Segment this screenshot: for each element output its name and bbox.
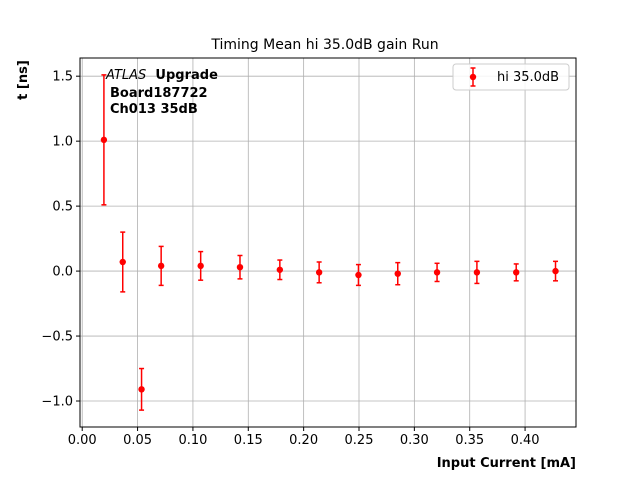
y-tick-label: −1.0 [41,395,73,410]
annotation-line-1: ATLAS Upgrade [105,68,218,83]
x-axis-label: Input Current [mA] [437,456,576,471]
data-point [315,269,323,276]
legend-box [452,63,570,91]
y-tick-label: 1.0 [52,135,73,150]
legend-marker [469,73,477,81]
x-axis-ticks: 0.00 0.05 0.10 0.15 0.20 0.25 0.30 0.35 0.40 [68,427,540,448]
data-point [138,386,145,393]
data-series [100,74,559,411]
x-tick-label: 0.35 [455,433,484,448]
chart-title: Timing Mean hi 35.0dB gain Run [210,37,438,53]
y-tick-label: 0.0 [52,265,73,280]
data-point [236,263,244,271]
x-tick-label: 0.40 [511,433,540,448]
annotation-line-2: Board187722 [110,86,208,101]
plot-frame [79,57,577,428]
x-tick-label: 0.25 [345,433,374,448]
legend-label: hi 35.0dB [497,70,559,85]
data-point [157,262,165,270]
grid [80,58,576,427]
x-tick-label: 0.15 [234,433,263,448]
data-point [355,271,362,279]
data-point [473,269,481,276]
data-point [100,136,108,144]
y-axis-ticks: −1.0 −0.5 0.0 0.5 1.0 1.5 [41,70,80,410]
annotation-atlas: ATLAS [105,68,146,83]
annotation-line-3: Ch013 35dB [110,102,198,117]
x-tick-label: 0.05 [123,433,152,448]
data-point [276,266,284,273]
data-point [119,258,126,266]
x-tick-label: 0.30 [400,433,429,448]
annotation-upgrade: Upgrade [155,68,218,83]
data-point [197,262,204,270]
data-point [513,269,520,276]
y-axis-label: t [ns] [16,60,31,100]
data-point [552,267,559,275]
y-tick-label: 1.5 [52,70,73,85]
y-tick-label: −0.5 [41,330,73,345]
x-tick-label: 0.20 [289,433,318,448]
annotation: ATLAS Upgrade Board187722 Ch013 35dB [105,68,218,117]
x-tick-label: 0.00 [68,433,97,448]
data-point [433,269,441,276]
data-point [394,270,401,277]
legend: hi 35.0dB [452,63,570,91]
y-tick-label: 0.5 [52,200,73,215]
x-tick-label: 0.10 [178,433,207,448]
